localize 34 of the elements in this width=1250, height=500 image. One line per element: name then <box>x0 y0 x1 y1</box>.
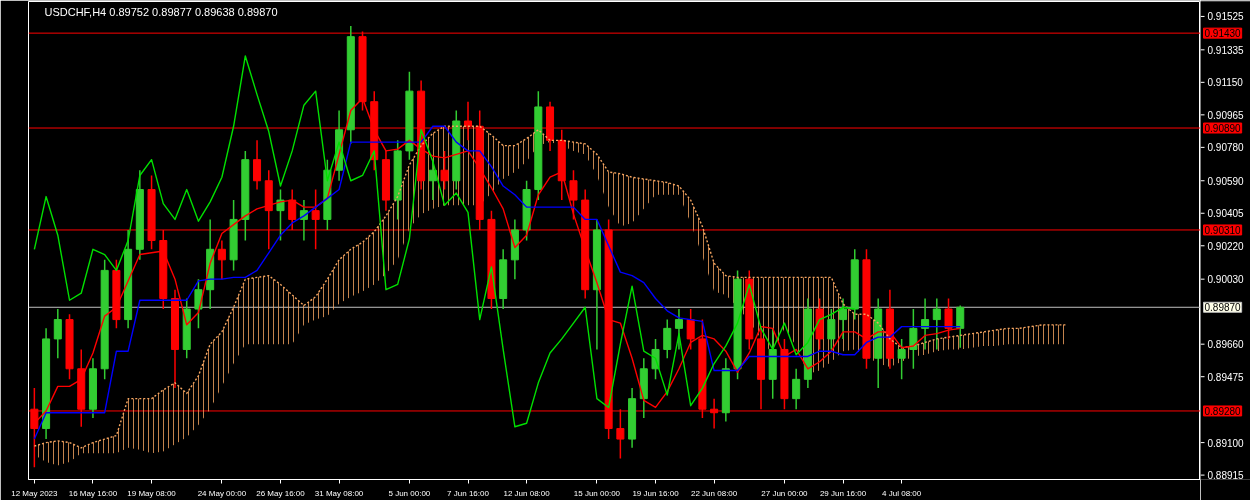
y-tick-label: 0.91525 <box>1207 11 1245 23</box>
x-tick-label: 19 May 08:00 <box>127 488 177 498</box>
y-tick-label: 0.90590 <box>1207 175 1245 187</box>
x-tick-label: 5 Jun 00:00 <box>388 488 431 498</box>
x-tick-label: 31 May 08:00 <box>314 488 364 498</box>
x-tick-label: 16 May 16:00 <box>68 488 118 498</box>
y-tick-label: 0.88915 <box>1207 470 1245 482</box>
y-tick-label: 0.90030 <box>1207 274 1245 286</box>
x-tick-label: 26 May 16:00 <box>256 488 306 498</box>
x-tick-label: 22 Jun 08:00 <box>690 488 738 498</box>
y-tick-label: 0.89660 <box>1207 339 1245 351</box>
ref-line-label: 0.91430 <box>1204 28 1242 40</box>
y-tick-label: 0.91335 <box>1207 44 1245 56</box>
y-tick-label: 0.89475 <box>1207 371 1245 383</box>
y-tick-label: 0.90405 <box>1207 208 1245 220</box>
x-tick-label: 27 Jun 00:00 <box>761 488 809 498</box>
x-tick-label: 4 Jul 08:00 <box>882 488 922 498</box>
x-tick-label: 29 Jun 16:00 <box>819 488 867 498</box>
ref-line-label: 0.89870 <box>1204 302 1242 314</box>
x-tick-label: 7 Jun 16:00 <box>447 488 490 498</box>
y-tick-label: 0.90965 <box>1207 109 1245 121</box>
y-tick-label: 0.90780 <box>1207 142 1245 154</box>
x-tick-label: 12 Jun 08:00 <box>503 488 551 498</box>
ref-line-label: 0.90890 <box>1204 123 1242 135</box>
ref-line-label: 0.90310 <box>1204 224 1242 236</box>
y-tick-label: 0.89100 <box>1207 437 1245 449</box>
ref-line-label: 0.89280 <box>1204 405 1242 417</box>
y-tick-label: 0.91150 <box>1207 77 1244 89</box>
y-tick-label: 0.90220 <box>1207 240 1245 252</box>
x-tick-label: 15 Jun 00:00 <box>573 488 621 498</box>
x-tick-label: 19 Jun 16:00 <box>632 488 680 498</box>
x-tick-label: 12 May 2023 <box>11 488 59 498</box>
x-tick-label: 24 May 00:00 <box>197 488 247 498</box>
chart-title: USDCHF,H4 0.89752 0.89877 0.89638 0.89870 <box>44 5 278 18</box>
